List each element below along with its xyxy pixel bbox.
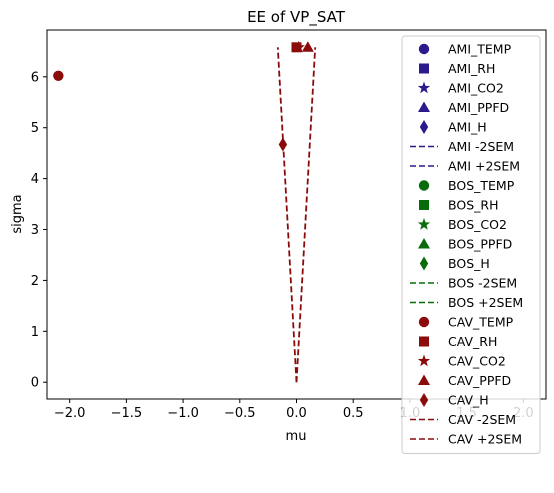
legend-swatch-triangle [418, 238, 430, 249]
data-point-cav-h [278, 137, 288, 152]
legend-item-ami-h: AMI_H [419, 120, 487, 135]
legend-item-cav-h: CAV_H [419, 393, 489, 408]
data-markers [53, 40, 314, 152]
legend-label: CAV_PPFD [448, 373, 511, 388]
data-point-cav-ppfd [301, 41, 314, 52]
legend-label: CAV_RH [448, 334, 497, 349]
legend-item-bos-h: BOS_H [419, 256, 490, 271]
legend-label: BOS_RH [448, 198, 498, 213]
legend-item-bos-temp: BOS_TEMP [418, 178, 515, 193]
legend-label: CAV_H [448, 393, 489, 408]
y-tick-label: 3 [31, 223, 39, 238]
legend-swatch-triangle [418, 101, 430, 112]
legend-item-cav-ppfd: CAV_PPFD [418, 373, 511, 388]
y-tick-label: 1 [31, 325, 39, 340]
legend-swatch-square [419, 200, 429, 210]
y-axis: 0 1 2 3 4 5 6 [31, 70, 47, 391]
legend-item-ami-2sem: AMI -2SEM [410, 139, 514, 154]
legend-label: CAV_TEMP [448, 315, 514, 330]
legend-label: CAV -2SEM [448, 412, 516, 427]
sem-line-cav-2sem [295, 47, 317, 383]
legend-item-bos-ppfd: BOS_PPFD [418, 237, 512, 252]
legend-item-cav-2sem: CAV +2SEM [410, 432, 522, 447]
legend-swatch-square [419, 336, 429, 347]
legend: AMI_TEMP AMI_RH AMI_CO2 AMI_PPFD AMI_H AMI -2… [401, 35, 541, 454]
legend-label: BOS_PPFD [448, 237, 512, 252]
legend-swatch-star [417, 218, 431, 230]
legend-label: CAV +2SEM [448, 432, 522, 447]
legend-item-cav-temp: CAV_TEMP [418, 315, 514, 330]
x-axis-label: mu [286, 429, 307, 444]
x-tick-label: −0.5 [224, 406, 256, 421]
legend-label: AMI +2SEM [448, 159, 520, 174]
legend-item-bos-co2: BOS_CO2 [417, 217, 507, 232]
legend-swatch-circle [418, 180, 430, 191]
chart-title: EE of VP_SAT [247, 8, 346, 27]
legend-label: AMI_PPFD [448, 100, 509, 115]
legend-item-ami-2sem: AMI +2SEM [410, 159, 520, 174]
legend-label: AMI_H [448, 120, 487, 135]
legend-swatch-square [419, 63, 429, 74]
legend-swatch-circle [418, 316, 430, 328]
data-point-cav-temp [53, 70, 64, 82]
y-tick-label: 0 [31, 376, 39, 391]
data-point-cav-co2 [292, 40, 305, 53]
legend-label: AMI -2SEM [448, 139, 514, 154]
legend-label: BOS_TEMP [448, 178, 515, 193]
legend-item-ami-co2: AMI_CO2 [417, 81, 504, 96]
legend-label: CAV_CO2 [448, 354, 506, 369]
legend-swatch-triangle [418, 374, 430, 385]
legend-item-ami-ppfd: AMI_PPFD [418, 100, 509, 115]
legend-swatch-diamond [419, 393, 429, 407]
x-tick-label: 0.5 [343, 406, 364, 421]
legend-label: AMI_CO2 [448, 81, 504, 96]
x-tick-label: −2.0 [54, 406, 86, 421]
legend-label: BOS_H [448, 256, 490, 271]
y-tick-label: 6 [31, 70, 39, 85]
legend-box [401, 35, 541, 454]
legend-item-ami-rh: AMI_RH [419, 61, 495, 76]
legend-item-bos-2sem: BOS -2SEM [410, 276, 517, 291]
sem-lines [276, 47, 317, 383]
legend-label: BOS +2SEM [448, 295, 523, 310]
y-axis-label: sigma [10, 194, 25, 233]
legend-swatch-star [417, 354, 431, 367]
legend-item-bos-rh: BOS_RH [419, 198, 498, 213]
legend-label: BOS -2SEM [448, 276, 517, 291]
legend-label: AMI_TEMP [448, 42, 512, 57]
y-tick-label: 5 [31, 121, 39, 136]
legend-item-cav-2sem: CAV -2SEM [410, 412, 516, 427]
x-tick-label: 0.0 [286, 406, 307, 421]
x-tick-label: −1.5 [111, 406, 143, 421]
legend-label: BOS_CO2 [448, 217, 507, 232]
x-tick-label: −1.0 [167, 406, 199, 421]
legend-swatch-diamond [419, 256, 429, 271]
sem-line-cav-2sem [276, 47, 298, 383]
legend-item-cav-co2: CAV_CO2 [417, 354, 506, 369]
legend-swatch-diamond [419, 120, 429, 134]
plot-frame [46, 29, 547, 400]
legend-item-cav-rh: CAV_RH [419, 334, 497, 349]
legend-item-ami-temp: AMI_TEMP [418, 42, 512, 57]
legend-item-bos-2sem: BOS +2SEM [410, 295, 523, 310]
y-tick-label: 4 [31, 172, 39, 187]
y-tick-label: 2 [31, 274, 39, 289]
legend-label: AMI_RH [448, 61, 495, 76]
legend-swatch-star [417, 81, 431, 94]
legend-swatch-circle [418, 43, 430, 55]
